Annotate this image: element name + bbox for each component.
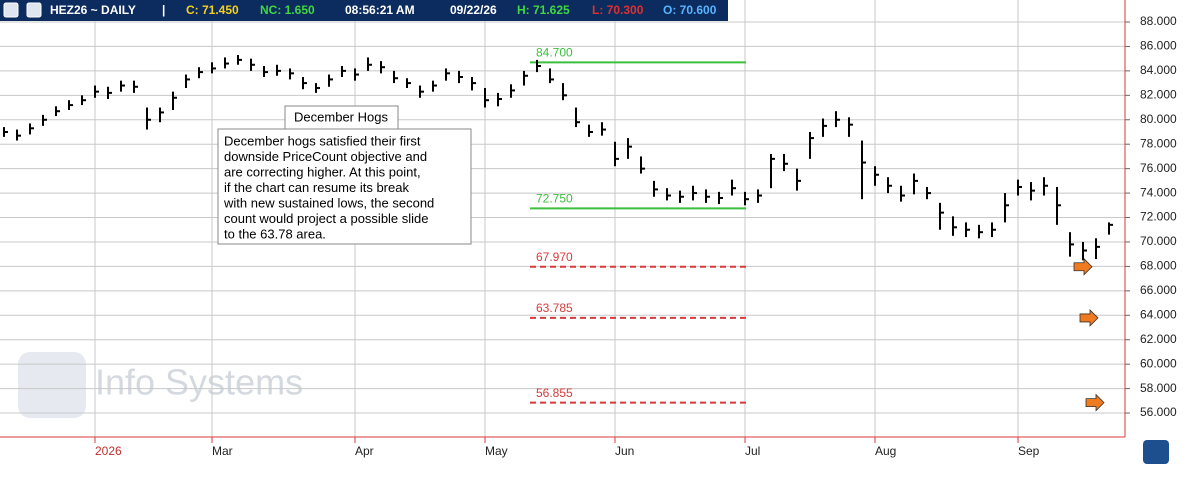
y-tick-label: 80.000 <box>1140 112 1177 126</box>
header-item: NC: 1.650 <box>260 3 315 17</box>
y-tick-label: 60.000 <box>1140 356 1177 370</box>
x-tick-label: May <box>485 444 508 458</box>
y-tick-label: 78.000 <box>1140 136 1177 150</box>
watermark: Info Systems <box>95 362 303 403</box>
header-item: | <box>162 3 165 17</box>
y-tick-label: 64.000 <box>1140 307 1177 321</box>
y-tick-label: 66.000 <box>1140 283 1177 297</box>
x-tick-label: Apr <box>355 444 374 458</box>
x-tick-label: Jun <box>615 444 634 458</box>
level-label: 72.750 <box>536 192 573 206</box>
y-tick-label: 88.000 <box>1140 14 1177 28</box>
annotation-line: with new sustained lows, the second <box>223 195 434 210</box>
annotation-line: December hogs satisfied their first <box>224 133 421 148</box>
annotation-box <box>217 128 472 245</box>
level-label: 84.700 <box>536 45 573 59</box>
header-button <box>26 2 42 18</box>
y-tick-label: 70.000 <box>1140 234 1177 248</box>
watermark-logo <box>18 352 86 418</box>
x-tick-label: Aug <box>875 444 896 458</box>
level-arrow <box>1085 393 1105 412</box>
x-tick-label: 2026 <box>95 444 122 458</box>
y-tick-label: 58.000 <box>1140 381 1177 395</box>
y-tick-label: 56.000 <box>1140 405 1177 419</box>
annotation-line: count would project a possible slide <box>224 211 429 226</box>
level-label: 67.970 <box>536 250 573 264</box>
annotation-line: are correcting higher. At this point, <box>224 164 421 179</box>
annotation-title: December Hogs <box>294 109 388 124</box>
annotation-line: downside PriceCount objective and <box>224 149 427 164</box>
header-item: L: 70.300 <box>592 3 644 17</box>
y-tick-label: 84.000 <box>1140 63 1177 77</box>
corner-logo <box>1143 440 1169 464</box>
y-tick-label: 86.000 <box>1140 39 1177 53</box>
level-arrow <box>1079 308 1099 327</box>
header-item: HEZ26 ~ DAILY <box>50 3 136 17</box>
header-item: C: 71.450 <box>186 3 239 17</box>
annotation-line: if the chart can resume its break <box>224 180 409 195</box>
header-item: 09/22/26 <box>450 3 497 17</box>
x-tick-label: Mar <box>212 444 233 458</box>
x-tick-label: Jul <box>745 444 760 458</box>
x-tick-label: Sep <box>1018 444 1040 458</box>
y-tick-label: 72.000 <box>1140 210 1177 224</box>
y-tick-label: 82.000 <box>1140 87 1177 101</box>
level-arrow <box>1073 257 1093 276</box>
header-bar <box>0 0 728 21</box>
level-label: 63.785 <box>536 301 573 315</box>
annotation-line: to the 63.78 area. <box>224 226 326 241</box>
y-tick-label: 62.000 <box>1140 332 1177 346</box>
y-tick-label: 68.000 <box>1140 259 1177 273</box>
level-label: 56.855 <box>536 386 573 400</box>
header-item: H: 71.625 <box>517 3 570 17</box>
y-tick-label: 74.000 <box>1140 185 1177 199</box>
y-tick-label: 76.000 <box>1140 161 1177 175</box>
header-item: 08:56:21 AM <box>345 3 415 17</box>
header-item: O: 70.600 <box>663 3 717 17</box>
header-button <box>3 2 19 18</box>
